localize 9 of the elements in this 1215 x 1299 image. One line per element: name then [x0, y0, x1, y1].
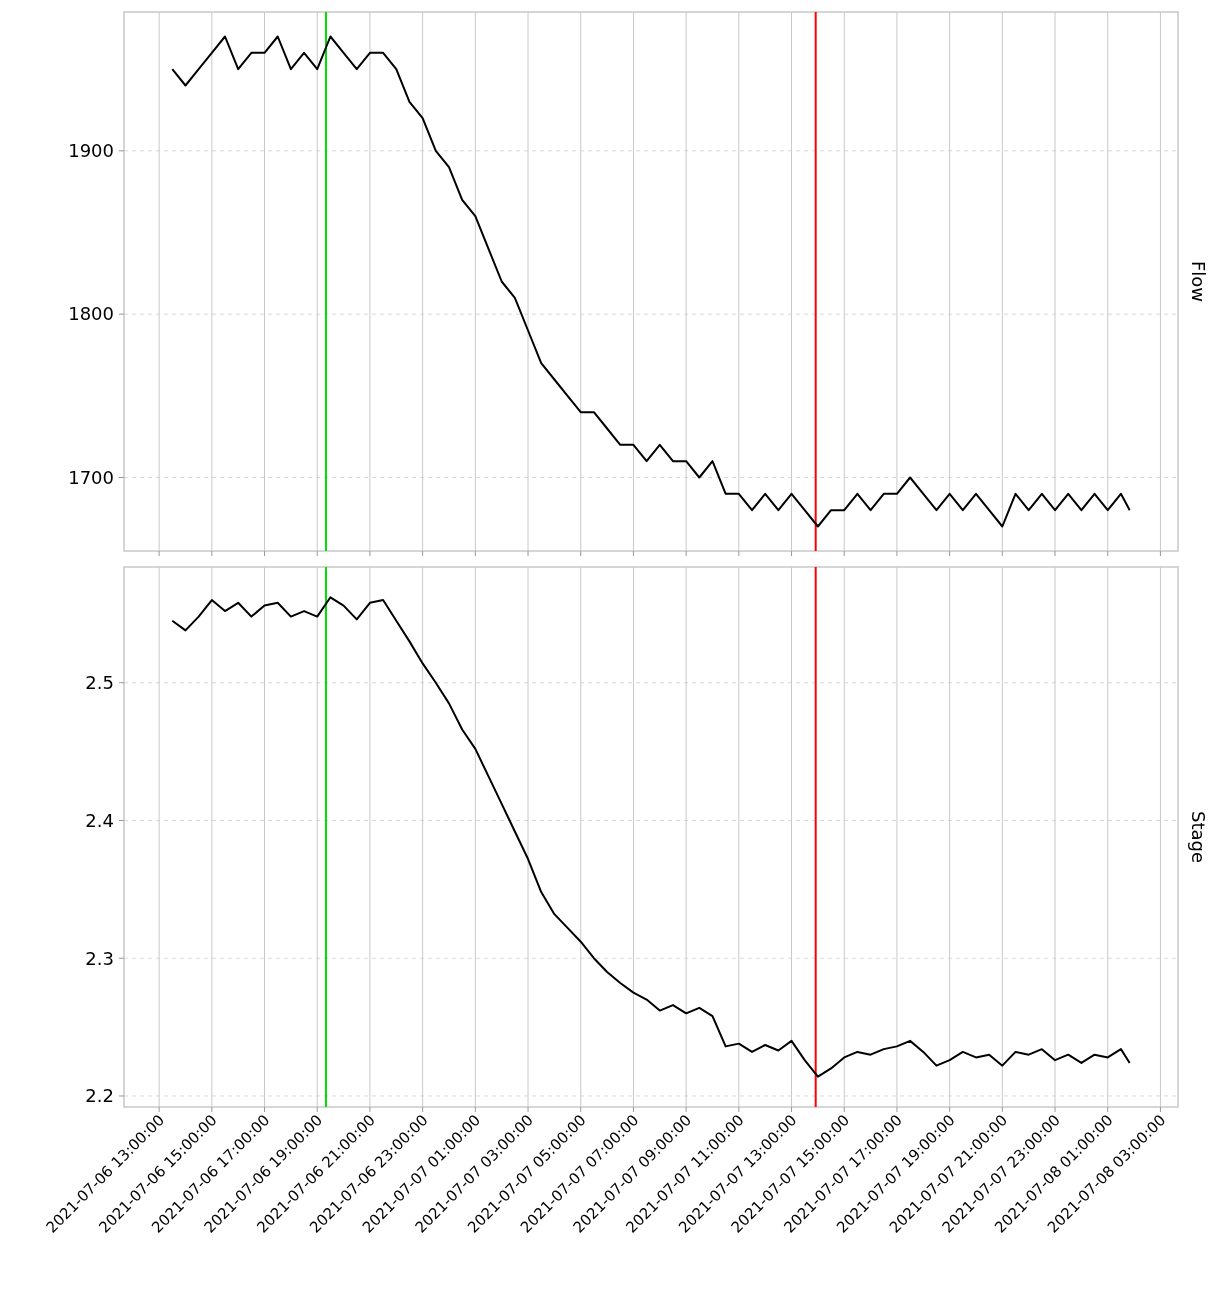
- y-tick-label: 1800: [68, 303, 114, 325]
- y-tick-label: 2.2: [85, 1085, 114, 1107]
- y-axis-title: Flow: [1188, 260, 1209, 303]
- y-tick-label: 2.5: [85, 672, 114, 694]
- y-tick-label: 1900: [68, 140, 114, 162]
- y-tick-label: 1700: [68, 466, 114, 488]
- y-axis-title: Stage: [1188, 810, 1209, 864]
- y-tick-label: 2.3: [85, 947, 114, 969]
- y-tick-label: 2.4: [85, 809, 114, 831]
